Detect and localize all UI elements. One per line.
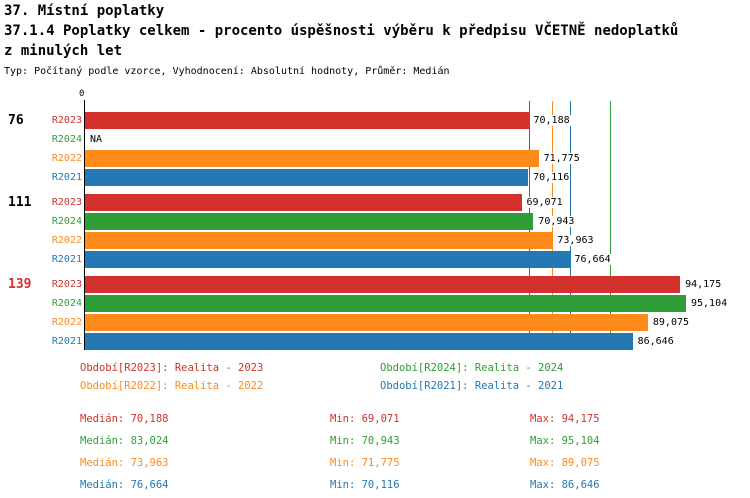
group-label-76: 76 [8,113,24,128]
bar-series-label-r2022: R2022 [51,235,82,246]
chart-meta-info: Typ: Počítaný podle vzorce, Vyhodnocení:… [4,66,450,77]
stat-min-r2023: Min: 69,071 [330,413,400,425]
stat-median-r2023: Medián: 70,188 [80,413,169,425]
chart-subtitle-line1: 37.1.4 Poplatky celkem - procento úspěšn… [4,23,679,39]
group-label-111: 111 [8,195,32,210]
bar-series-label-r2024: R2024 [51,134,82,145]
bar-series-label-r2021: R2021 [51,172,82,183]
bar-r2023-group-76 [85,112,529,129]
bar-r2023-group-111 [85,194,522,211]
chart-legend: Období[R2023]: Realita - 2023 Období[R20… [0,356,750,398]
bar-series-label-r2022: R2022 [51,153,82,164]
bar-value-label: 70,188 [532,115,571,126]
x-axis-origin-label: 0 [79,89,85,99]
median-line-r2024 [609,101,611,350]
bar-series-label-r2023: R2023 [51,279,82,290]
bar-value-label: 94,175 [684,279,723,290]
bar-chart: 0 76 R2023 70,188 R2024 NA R2022 71,775 R2021 70… [0,88,750,354]
stat-min-r2021: Min: 70,116 [330,479,400,491]
stat-max-r2024: Max: 95,104 [530,435,600,447]
bar-value-label: 70,943 [537,216,576,227]
bar-r2022-group-76 [85,150,539,167]
stat-median-r2021: Medián: 76,664 [80,479,169,491]
bar-r2021-group-111 [85,251,570,268]
bar-value-label: 89,075 [651,317,691,328]
bar-series-label-r2022: R2022 [51,317,82,328]
stat-max-r2021: Max: 86,646 [530,479,600,491]
bar-series-label-r2023: R2023 [51,115,82,126]
bar-series-label-r2024: R2024 [51,298,82,309]
bar-value-label: NA [89,134,104,145]
bar-r2022-group-139 [85,314,648,331]
stat-max-r2023: Max: 94,175 [530,413,600,425]
bar-r2023-group-139 [85,276,681,293]
bar-series-label-r2021: R2021 [51,254,82,265]
bar-r2021-group-139 [85,333,633,350]
bar-r2022-group-111 [85,232,553,249]
stat-max-r2022: Max: 89,075 [530,457,600,469]
chart-subtitle-line2: z minulých let [4,43,123,59]
legend-item-r2022: Období[R2022]: Realita - 2022 [80,380,264,392]
bar-value-label: 86,646 [636,336,675,347]
group-label-139: 139 [8,277,32,292]
bar-series-label-r2024: R2024 [51,216,82,227]
legend-item-r2024: Období[R2024]: Realita - 2024 [380,362,564,374]
bar-series-label-r2021: R2021 [51,336,82,347]
legend-item-r2023: Období[R2023]: Realita - 2023 [80,362,264,374]
bar-value-label: 76,664 [573,254,612,265]
y-axis-line [84,100,85,350]
bar-r2021-group-76 [85,169,529,186]
bar-value-label: 71,775 [542,153,581,164]
stat-median-r2024: Medián: 83,024 [80,435,169,447]
bar-value-label: 70,116 [532,172,571,183]
stat-median-r2022: Medián: 73,963 [80,457,169,469]
bar-series-label-r2023: R2023 [51,197,82,208]
stat-min-r2024: Min: 70,943 [330,435,400,447]
bar-r2024-group-111 [85,213,534,230]
bar-value-label: 73,963 [556,235,595,246]
bar-value-label: 69,071 [525,197,564,208]
bar-value-label: 95,104 [690,298,729,309]
stat-min-r2022: Min: 71,775 [330,457,400,469]
page-title: 37. Místní poplatky [4,3,165,19]
chart-statistics: Medián: 70,188 Min: 69,071 Max: 94,175 M… [0,404,750,498]
legend-item-r2021: Období[R2021]: Realita - 2021 [380,380,564,392]
bar-r2024-group-139 [85,295,686,312]
